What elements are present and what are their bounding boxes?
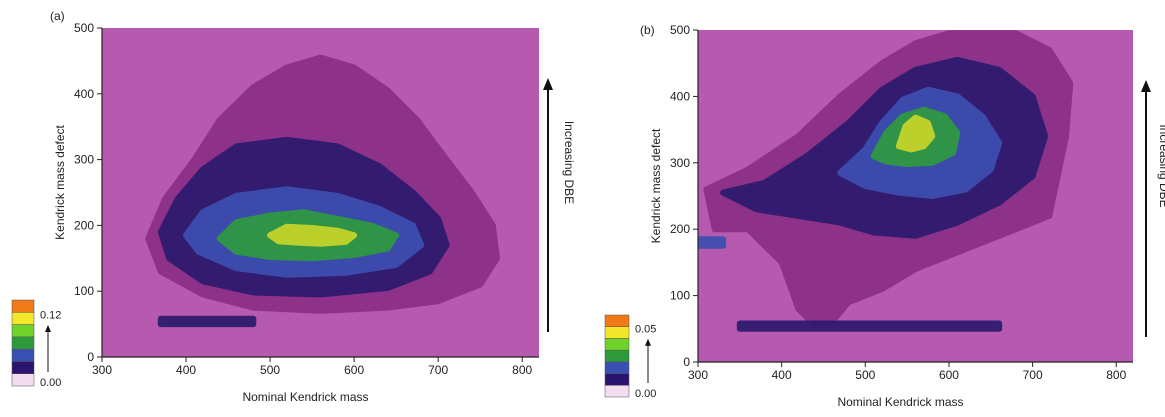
y-tick-label: 0 [683,355,690,369]
x-tick-label: 800 [512,363,532,377]
y-tick-label: 100 [670,289,690,303]
colorbar-swatch [604,385,630,398]
colorbar-swatch [11,348,35,362]
y-tick-label: 0 [87,350,94,364]
dbe-arrow-head [1141,80,1151,92]
x-tick-label: 400 [772,368,792,382]
panel-label: (b) [640,23,655,37]
x-tick-label: 700 [1023,368,1043,382]
density-layer [145,54,500,328]
dbe-annotation: Increasing DBE [1157,124,1165,207]
colorbar-swatch [604,338,630,351]
y-axis-label: Kendrick mass defect [53,124,67,239]
density-region-peak [267,223,358,247]
panel-0: 300 400 500 600 700 800 0 100 200 300 400 500 Nomina… [11,9,576,404]
colorbar-swatch [11,299,35,313]
dbe-arrow-head [543,78,553,90]
y-tick-label: 300 [74,153,94,167]
colorbar-swatch [11,361,35,374]
panel-1: 300 400 500 600 700 800 0 100 200 300 400 500 Nomina… [604,23,1165,409]
dbe-annotation: Increasing DBE [562,121,576,204]
x-tick-label: 300 [688,368,708,382]
colorbar-swatch [11,373,35,387]
density-region-low-tail [157,315,257,328]
colorbar-arrow-head [45,325,51,333]
colorbar-swatch [604,361,630,374]
x-tick-label: 600 [939,368,959,382]
density-layer [698,30,1074,332]
x-tick-label: 500 [260,363,280,377]
x-tick-label: 600 [344,363,364,377]
density-region-peak [895,114,936,153]
colorbar-swatch [11,324,35,338]
density-region-low-tail [736,320,1003,332]
x-axis-label: Nominal Kendrick mass [837,395,963,409]
colorbar-min-label: 0.00 [40,377,61,389]
y-tick-label: 500 [670,23,690,37]
colorbar-min-label: 0.00 [635,388,656,400]
colorbar-arrow-head [645,338,651,346]
y-tick-label: 200 [74,218,94,232]
density-region-side-spots [698,236,727,249]
y-tick-label: 100 [74,284,94,298]
y-tick-label: 300 [670,156,690,170]
x-tick-label: 500 [855,368,875,382]
y-tick-label: 200 [670,222,690,236]
y-axis-label: Kendrick mass defect [649,128,663,243]
colorbar-swatch [11,312,35,325]
colorbar-max-label: 0.05 [635,324,656,336]
x-tick-label: 800 [1106,368,1126,382]
x-tick-label: 400 [176,363,196,377]
colorbar-swatch [604,373,630,386]
colorbar-max-label: 0.12 [40,309,61,321]
colorbar-swatch [604,349,630,363]
colorbar-swatch [604,314,630,327]
x-tick-label: 300 [92,363,112,377]
x-axis-label: Nominal Kendrick mass [242,390,368,404]
y-tick-label: 400 [74,87,94,101]
colorbar-swatch [604,326,630,339]
y-tick-label: 400 [670,89,690,103]
y-tick-label: 500 [74,21,94,35]
panel-label: (a) [50,9,65,23]
x-tick-label: 700 [428,363,448,377]
colorbar-swatch [11,336,35,350]
